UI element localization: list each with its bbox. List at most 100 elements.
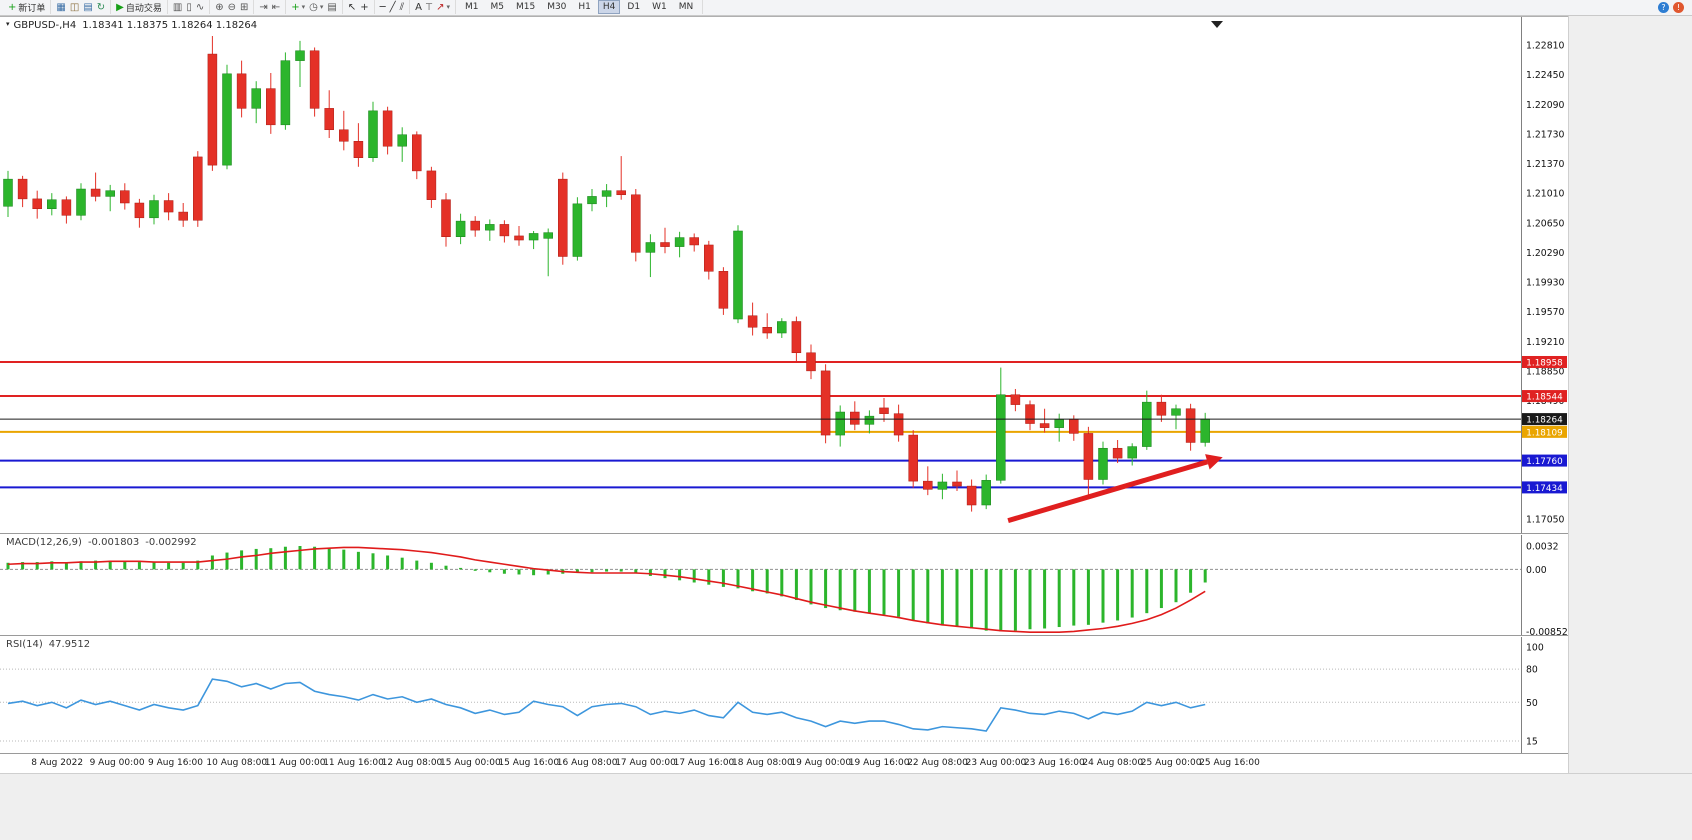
community-button[interactable]: ? xyxy=(1656,0,1671,14)
candle xyxy=(149,200,159,218)
refresh-button[interactable]: ↻ xyxy=(95,0,107,14)
indicators-button[interactable]: + ▾ xyxy=(289,0,307,14)
price-tick-label: 1.18850 xyxy=(1526,366,1565,377)
timeframe-mn[interactable]: MN xyxy=(678,2,694,13)
candle xyxy=(1156,401,1167,416)
timeframe-m1[interactable]: M1 xyxy=(464,2,479,13)
timeframe-h1[interactable]: H1 xyxy=(578,2,591,13)
tile-windows-icon: ⊞ xyxy=(240,1,249,13)
candle xyxy=(1098,447,1108,480)
terminal-icon: ▤ xyxy=(83,1,93,13)
zoom-in-button[interactable]: ⊕ xyxy=(213,0,225,14)
price-tick-label: 1.21730 xyxy=(1526,129,1565,140)
time-label: 23 Aug 00:00 xyxy=(965,757,1027,768)
indicators-caret-icon[interactable]: ▾ xyxy=(301,3,306,12)
candle xyxy=(1010,394,1021,405)
templates-button[interactable]: ▤ xyxy=(325,0,338,14)
scroll-to-end-marker-icon[interactable] xyxy=(1211,20,1223,28)
macd-bar xyxy=(137,561,141,570)
macd-bar xyxy=(736,569,740,589)
cursor-button[interactable]: ↖ xyxy=(346,0,358,14)
time-label: 16 Aug 08:00 xyxy=(556,757,618,768)
price-badge xyxy=(1522,481,1567,494)
zoom-out-icon: ⊖ xyxy=(227,1,237,13)
timeframe-h4[interactable]: H4 xyxy=(597,0,621,15)
text-button[interactable]: A xyxy=(413,0,424,14)
macd-bar xyxy=(707,569,711,585)
macd-canvas[interactable]: 0.0032 0.00 -0.008529 xyxy=(0,534,1568,635)
trendline-button[interactable]: ╱ xyxy=(388,0,398,14)
zoom-in-icon: ⊕ xyxy=(215,1,224,13)
macd-bar xyxy=(502,569,506,574)
price-panel[interactable]: ▾ GBPUSD-,H4 1.18341 1.18375 1.18264 1.1… xyxy=(0,16,1568,533)
macd-bar xyxy=(648,569,652,576)
candle xyxy=(251,88,261,109)
timeframe-m15[interactable]: M15 xyxy=(515,2,536,13)
navigator-button[interactable]: ◫ xyxy=(68,0,81,14)
arrows-caret-icon[interactable]: ▾ xyxy=(446,3,450,12)
candle xyxy=(572,203,583,257)
chart-shift-button[interactable]: ⇤ xyxy=(270,0,282,14)
candle xyxy=(806,352,816,371)
timeframe-m5[interactable]: M5 xyxy=(490,2,504,13)
macd-bar xyxy=(751,569,755,592)
auto-scroll-button[interactable]: ⇥ xyxy=(257,0,269,14)
terminal-button[interactable]: ▤ xyxy=(81,0,94,14)
templates-icon: ▤ xyxy=(327,1,337,13)
horizontal-line-button[interactable]: ─ xyxy=(378,0,388,14)
rsi-canvas[interactable]: 100 80 50 15 xyxy=(0,636,1568,753)
timeframe-d1[interactable]: D1 xyxy=(627,2,641,13)
zoom-out-button[interactable]: ⊖ xyxy=(226,0,238,14)
live-update-button[interactable]: ! xyxy=(1671,0,1686,14)
macd-bar xyxy=(181,562,185,570)
candle xyxy=(134,202,145,218)
line-chart-button[interactable]: ∿ xyxy=(194,0,206,14)
autotrading-button[interactable]: ▶ 自动交易 xyxy=(114,0,164,14)
toolbar-group: ⇥ ⇤ xyxy=(254,0,287,15)
macd-bar xyxy=(867,569,871,613)
macd-bar xyxy=(838,569,842,611)
candle xyxy=(441,199,451,237)
price-chart-canvas[interactable]: 1.22810 1.22450 1.22090 1.21730 1.21370 1.210… xyxy=(0,16,1568,533)
candle xyxy=(952,481,962,487)
candle xyxy=(718,270,729,309)
chart-menu-icon[interactable]: ▾ xyxy=(6,19,10,28)
market-watch-button[interactable]: ▦ xyxy=(54,0,67,14)
new-order-button[interactable]: + 新订单 xyxy=(6,0,47,14)
text-label-button[interactable]: T xyxy=(424,0,434,14)
candle xyxy=(207,53,218,166)
candle xyxy=(791,321,802,353)
crosshair-button[interactable]: + xyxy=(358,0,370,14)
candle xyxy=(879,407,889,414)
rsi-panel[interactable]: RSI(14) 47.9512 100 80 50 15 xyxy=(0,634,1568,753)
trend-arrow[interactable] xyxy=(1007,453,1223,523)
timeframe-m30[interactable]: M30 xyxy=(547,2,567,13)
market-watch-icon: ▦ xyxy=(56,1,66,13)
macd-bar xyxy=(196,560,200,570)
price-badge xyxy=(1522,355,1567,368)
candle xyxy=(850,411,860,425)
macd-panel[interactable]: MACD(12,26,9) -0.001803 -0.002992 0.0032… xyxy=(0,532,1568,635)
macd-bar xyxy=(1072,569,1076,626)
toolbar-group: A T ↗ ▾ xyxy=(410,0,456,15)
candle xyxy=(820,370,831,436)
time-label: 24 Aug 08:00 xyxy=(1082,757,1144,768)
time-label: 25 Aug 16:00 xyxy=(1199,757,1260,768)
macd-bar xyxy=(473,569,477,571)
timeframe-w1[interactable]: W1 xyxy=(652,2,667,13)
tile-windows-button[interactable]: ⊞ xyxy=(238,0,250,14)
macd-bar xyxy=(254,548,258,570)
arrows-button[interactable]: ↗ ▾ xyxy=(434,0,452,14)
candle xyxy=(236,73,247,109)
price-tick-label: 1.22090 xyxy=(1526,100,1565,111)
candle xyxy=(908,434,918,482)
equidistant-channel-button[interactable]: ⫽ xyxy=(398,0,406,14)
periods-button[interactable]: ◷ ▾ xyxy=(307,0,325,14)
macd-bar xyxy=(1159,569,1163,608)
candle xyxy=(528,233,539,241)
macd-bar xyxy=(225,552,229,570)
time-axis[interactable]: 8 Aug 2022 9 Aug 00:00 9 Aug 16:00 10 Aug 0… xyxy=(0,752,1568,773)
periods-caret-icon[interactable]: ▾ xyxy=(319,3,324,12)
bar-chart-button[interactable]: ▥ xyxy=(171,0,184,14)
candlestick-chart-button[interactable]: ▯ xyxy=(184,0,194,14)
